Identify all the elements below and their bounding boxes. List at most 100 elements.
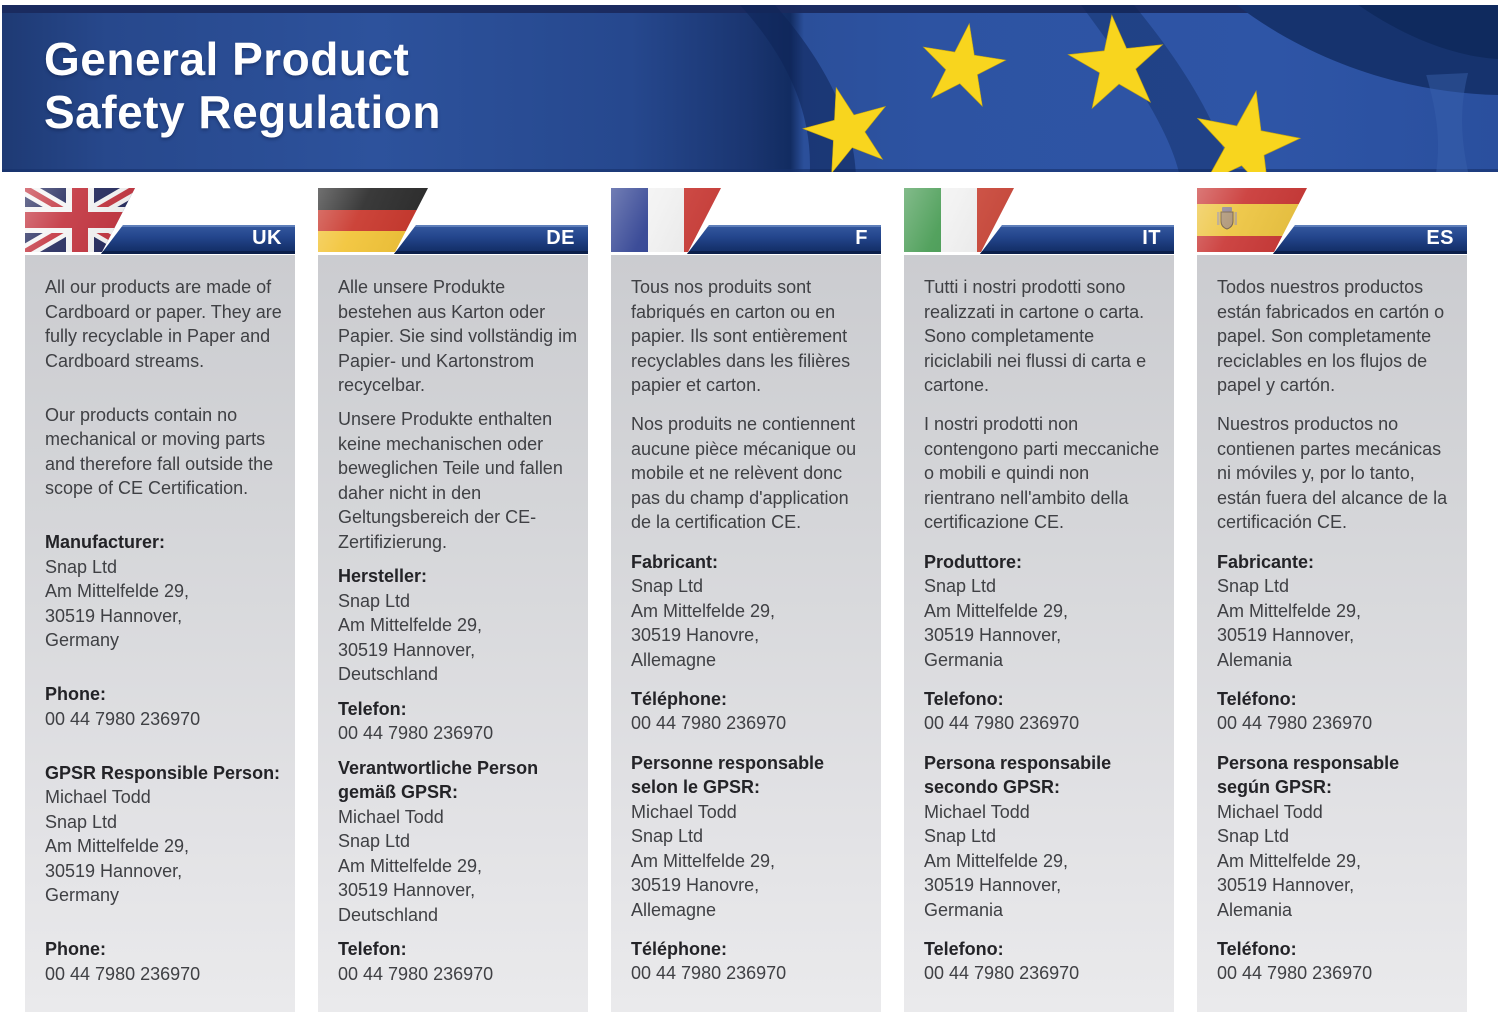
gpsr-city: 30519 Hannover,: [45, 860, 183, 881]
manufacturer-city: 30519 Hannover,: [924, 625, 1062, 646]
ce-paragraph: Our products contain no mechanical or mo…: [45, 404, 274, 499]
phone2-number: 00 44 7980 236970: [631, 963, 787, 984]
phone2-label: Telefon:: [338, 939, 407, 960]
manufacturer-block: Fabricant: Snap Ltd Am Mittelfelde 29, 3…: [631, 550, 871, 673]
manufacturer-city: 30519 Hannover,: [45, 605, 183, 626]
gpsr-person: Michael Todd: [924, 801, 1030, 822]
content-box-uk: All our products are made of Cardboard o…: [25, 255, 295, 1012]
phone-label: Telefono:: [924, 688, 1004, 709]
manufacturer-block: Manufacturer: Snap Ltd Am Mittelfelde 29…: [45, 530, 285, 653]
manufacturer-label: Fabricant:: [631, 551, 719, 572]
gpsr-city: 30519 Hannover,: [924, 875, 1062, 896]
phone-label: Téléphone:: [631, 688, 728, 709]
gpsr-label: GPSR Responsible Person:: [45, 762, 281, 783]
phone-block: Telefon: 00 44 7980 236970: [338, 697, 578, 746]
ce-paragraph: Nuestros productos no contienen partes m…: [1217, 414, 1448, 533]
manufacturer-street: Am Mittelfelde 29,: [924, 600, 1069, 621]
gpsr-label: Persona responsable según GPSR:: [1217, 752, 1400, 798]
uk-flag-icon: [25, 188, 135, 252]
gpsr-block: Verantwortliche Person gemäß GPSR: Micha…: [338, 756, 578, 928]
manufacturer-country: Allemagne: [631, 649, 717, 670]
manufacturer-country: Alemania: [1217, 649, 1293, 670]
eu-flag-graphic: [2, 5, 1498, 172]
gpsr-company: Snap Ltd: [45, 811, 118, 832]
gpsr-block: GPSR Responsible Person: Michael Todd Sn…: [45, 761, 285, 908]
page-title: General Product Safety Regulation: [44, 33, 441, 139]
phone-block: Teléfono: 00 44 7980 236970: [1217, 687, 1457, 736]
gpsr-company: Snap Ltd: [924, 826, 997, 847]
manufacturer-city: 30519 Hanovre,: [631, 625, 760, 646]
manufacturer-street: Am Mittelfelde 29,: [338, 615, 483, 636]
content-box-fr: Tous nos produits sont fabriqués en cart…: [611, 255, 881, 1012]
manufacturer-street: Am Mittelfelde 29,: [45, 581, 190, 601]
phone-number: 00 44 7980 236970: [1217, 713, 1373, 734]
recyclability-paragraph: All our products are made of Cardboard o…: [45, 277, 282, 371]
phone-label: Telefon:: [338, 698, 407, 719]
gpsr-street: Am Mittelfelde 29,: [1217, 850, 1362, 871]
column-de-header: DE: [318, 188, 588, 255]
phone-number: 00 44 7980 236970: [45, 708, 201, 729]
language-code: ES: [1426, 226, 1454, 249]
gpsr-block: Persona responsable según GPSR: Michael …: [1217, 751, 1457, 923]
column-it: IT Tutti i nostri prodotti sono realizza…: [904, 188, 1174, 1012]
language-columns: UK All our products are made of Cardboar…: [0, 172, 1500, 1012]
ce-paragraph: Nos produits ne contiennent aucune pièce…: [631, 414, 857, 533]
recyclability-paragraph: Todos nuestros productos están fabricado…: [1217, 277, 1445, 395]
manufacturer-street: Am Mittelfelde 29,: [631, 600, 776, 621]
column-es-header: ES: [1197, 188, 1467, 255]
gpsr-country: Deutschland: [338, 904, 439, 925]
phone2-block: Teléfono: 00 44 7980 236970: [1217, 937, 1457, 986]
manufacturer-name: Snap Ltd: [338, 590, 411, 611]
column-fr-header: F: [611, 188, 881, 255]
language-badge-es: ES: [1273, 225, 1467, 254]
recyclability-paragraph: Tous nos produits sont fabriqués en cart…: [631, 277, 851, 395]
spain-coat-of-arms: [1217, 207, 1237, 230]
content-box-de: Alle unsere Produkte bestehen aus Karton…: [318, 255, 588, 1012]
gpsr-person: Michael Todd: [338, 806, 444, 827]
gpsr-street: Am Mittelfelde 29,: [338, 855, 483, 876]
manufacturer-country: Germany: [45, 630, 120, 650]
phone2-block: Telefono: 00 44 7980 236970: [924, 937, 1164, 986]
gpsr-country: Germania: [924, 899, 1004, 920]
gpsr-country: Allemagne: [631, 899, 717, 920]
gpsr-street: Am Mittelfelde 29,: [924, 850, 1069, 871]
gpsr-city: 30519 Hannover,: [1217, 875, 1355, 896]
phone2-number: 00 44 7980 236970: [1217, 963, 1373, 984]
gpsr-street: Am Mittelfelde 29,: [631, 850, 776, 871]
manufacturer-city: 30519 Hannover,: [1217, 625, 1355, 646]
phone2-label: Telefono:: [924, 938, 1004, 959]
manufacturer-name: Snap Ltd: [45, 556, 118, 577]
phone2-label: Téléphone:: [631, 938, 728, 959]
gpsr-country: Alemania: [1217, 899, 1293, 920]
gpsr-label: Personne responsable selon le GPSR:: [631, 752, 825, 798]
manufacturer-country: Deutschland: [338, 664, 439, 685]
phone2-number: 00 44 7980 236970: [924, 963, 1080, 984]
phone-block: Telefono: 00 44 7980 236970: [924, 687, 1164, 736]
manufacturer-label: Produttore:: [924, 551, 1022, 572]
language-code: IT: [1142, 226, 1161, 249]
gpsr-city: 30519 Hannover,: [338, 880, 476, 901]
language-badge-it: IT: [980, 225, 1174, 254]
gpsr-block: Persona responsabile secondo GPSR: Micha…: [924, 751, 1164, 923]
manufacturer-country: Germania: [924, 649, 1004, 670]
language-code: UK: [252, 226, 282, 249]
gpsr-company: Snap Ltd: [1217, 826, 1290, 847]
phone-block: Phone: 00 44 7980 236970: [45, 682, 285, 731]
recyclability-paragraph: Tutti i nostri prodotti sono realizzati …: [924, 277, 1147, 395]
recyclability-paragraph: Alle unsere Produkte bestehen aus Karton…: [338, 277, 578, 395]
phone2-number: 00 44 7980 236970: [338, 963, 494, 984]
manufacturer-city: 30519 Hannover,: [338, 639, 476, 660]
phone2-label: Phone:: [45, 939, 106, 959]
ce-paragraph: I nostri prodotti non contengono parti m…: [924, 414, 1160, 533]
manufacturer-name: Snap Ltd: [924, 576, 997, 597]
column-de: DE Alle unsere Produkte bestehen aus Kar…: [318, 188, 588, 1012]
italy-flag-icon: [904, 188, 1014, 252]
manufacturer-name: Snap Ltd: [631, 576, 704, 597]
column-fr: F Tous nos produits sont fabriqués en ca…: [611, 188, 881, 1012]
column-uk-header: UK: [25, 188, 295, 255]
language-badge-de: DE: [394, 225, 588, 254]
gpsr-company: Snap Ltd: [338, 831, 411, 852]
page-title-line1: General Product: [44, 33, 410, 85]
manufacturer-name: Snap Ltd: [1217, 576, 1290, 597]
